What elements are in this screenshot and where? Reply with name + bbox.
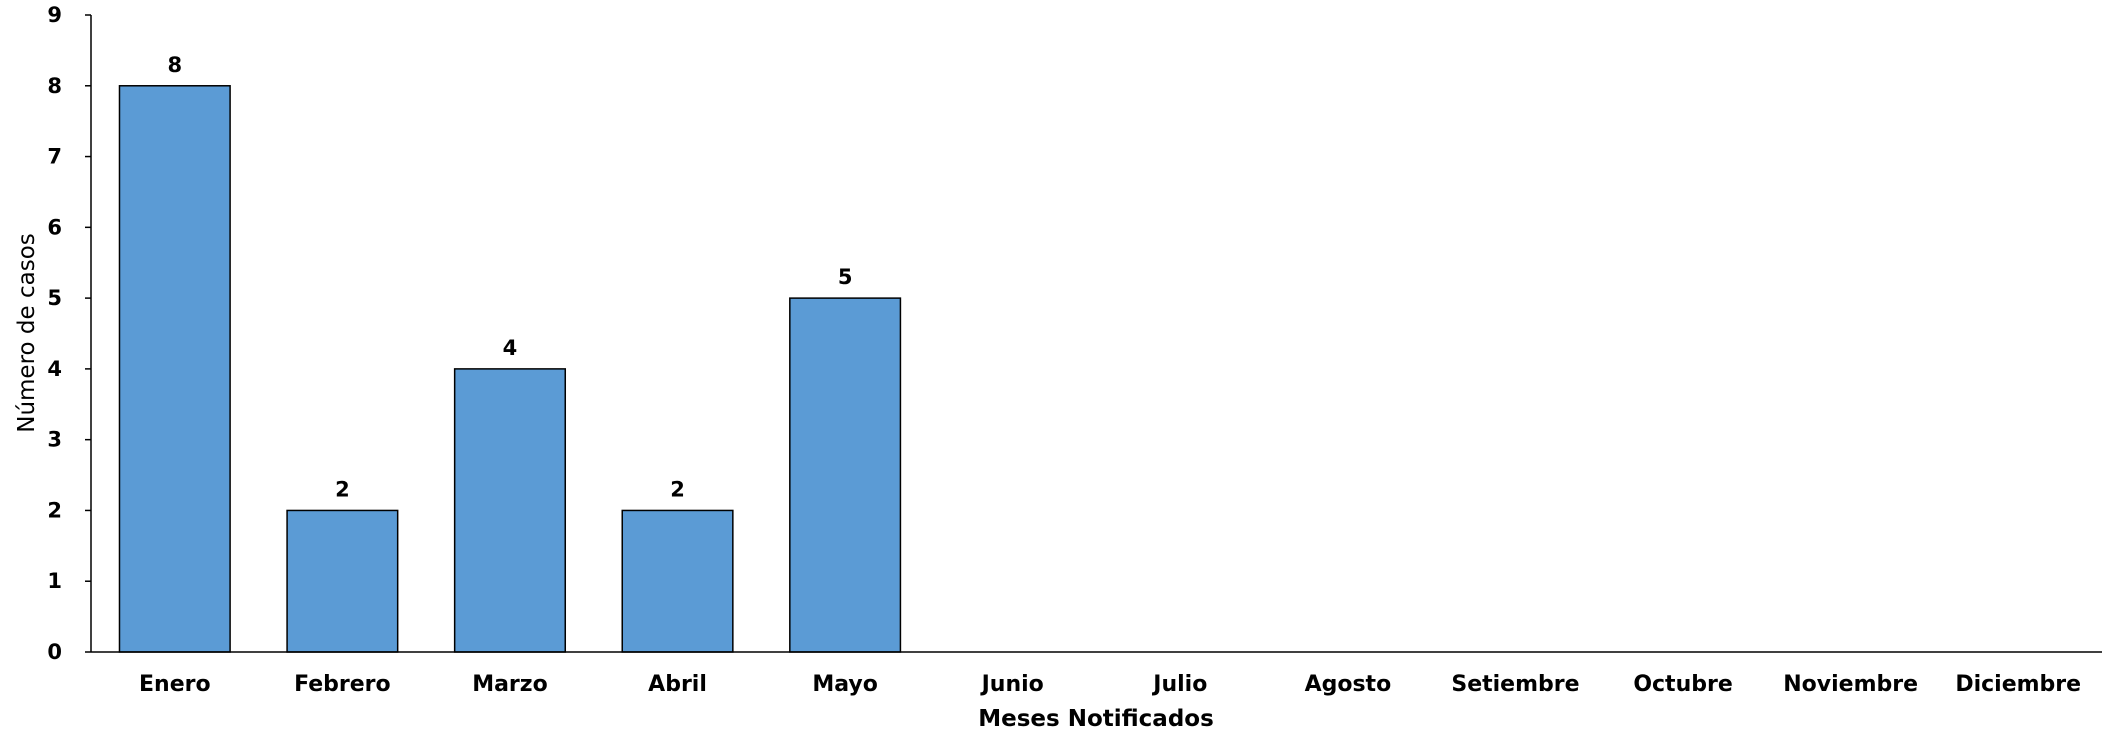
- x-tick-label: Abril: [648, 672, 707, 697]
- y-tick-label: 1: [47, 569, 62, 593]
- bars: [118, 85, 902, 653]
- x-tick-label: Enero: [139, 672, 211, 697]
- bar: [789, 297, 902, 653]
- x-tick-label: Diciembre: [1955, 672, 2081, 697]
- x-axis: Enero Febrero Marzo Abril Mayo Junio Julio Agos…: [91, 651, 2102, 697]
- data-label: 4: [503, 336, 518, 360]
- x-tick-label: Octubre: [1633, 672, 1732, 697]
- y-tick-label: 5: [47, 286, 62, 310]
- x-tick-label: Mayo: [812, 672, 878, 697]
- x-tick-label: Setiembre: [1451, 672, 1579, 697]
- y-axis: 0 1 2 3 4 5 6 7 8 9: [47, 3, 92, 664]
- y-tick-label: 8: [47, 74, 62, 98]
- y-tick-label: 2: [47, 498, 62, 522]
- data-labels: 8 2 4 2 5: [167, 53, 852, 502]
- x-axis-title: Meses Notificados: [978, 706, 1214, 731]
- y-tick-label: 7: [47, 145, 62, 169]
- x-tick-label: Junio: [980, 672, 1044, 697]
- bar: [621, 509, 734, 653]
- x-tick-label: Febrero: [294, 672, 391, 697]
- y-tick-label: 4: [47, 357, 62, 381]
- bar: [286, 509, 399, 653]
- bar: [118, 85, 231, 653]
- data-label: 2: [335, 477, 350, 501]
- x-tick-label: Noviembre: [1783, 672, 1918, 697]
- data-label: 2: [670, 477, 685, 501]
- data-label: 8: [167, 53, 182, 77]
- x-tick-label: Julio: [1151, 672, 1207, 697]
- x-tick-label: Marzo: [472, 672, 548, 697]
- y-tick-label: 0: [47, 640, 62, 664]
- x-tick-label: Agosto: [1305, 672, 1392, 697]
- data-label: 5: [838, 265, 853, 289]
- y-tick-label: 3: [47, 428, 62, 452]
- y-tick-label: 9: [47, 3, 62, 27]
- bar: [453, 368, 567, 653]
- y-axis-title: Número de casos: [14, 233, 40, 433]
- y-tick-label: 6: [47, 215, 62, 239]
